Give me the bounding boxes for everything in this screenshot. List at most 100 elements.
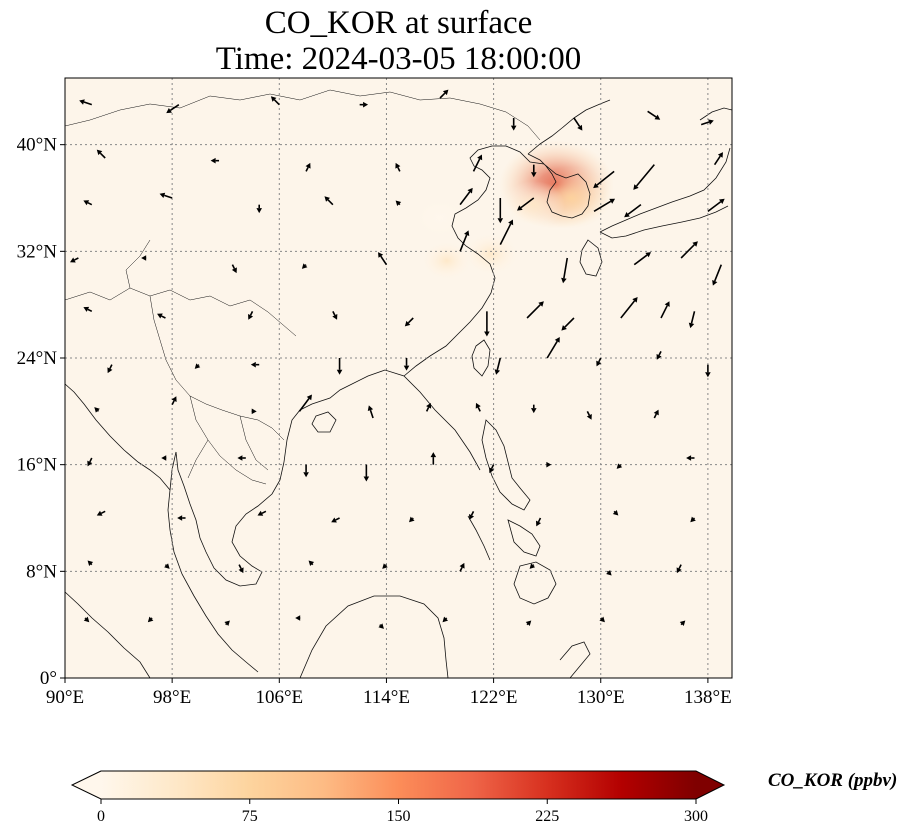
wind-arrow (616, 463, 623, 469)
wind-arrow (96, 510, 106, 516)
wind-arrow (656, 350, 662, 360)
wind-arrow (237, 455, 246, 461)
luzon-outline (481, 419, 531, 511)
wind-arrow (94, 407, 100, 413)
map-time-subtitle: Time: 2024-03-05 18:00:00 (215, 41, 582, 77)
taiwan-outline (471, 339, 491, 377)
wind-arrow (472, 154, 483, 172)
mindanao-outline (513, 561, 557, 605)
colorbar: 0 75 150 225 300 (70, 770, 726, 825)
korea-north-border (527, 99, 611, 155)
wind-arrow (224, 620, 230, 626)
wind-arrow (270, 96, 280, 106)
japan-hokkaido-outline (699, 107, 732, 121)
latitude-tick-label: 0° (40, 668, 57, 689)
wind-arrow (382, 563, 388, 569)
wind-vectors (69, 89, 725, 629)
wind-arrow (593, 198, 616, 213)
wind-arrow (301, 263, 308, 269)
colorbar-tick-label: 150 (387, 808, 411, 825)
wind-arrow (157, 313, 166, 319)
wind-arrow (633, 164, 655, 190)
wind-arrow (624, 204, 642, 218)
myanmar-coastline (65, 383, 171, 491)
wind-arrow (83, 200, 93, 206)
wind-arrow (79, 99, 93, 106)
sumatra-outline (65, 591, 151, 678)
longitude-tick-label: 138°E (684, 687, 732, 708)
wind-arrow (141, 255, 147, 261)
sulawesi-outline (559, 641, 591, 678)
latitude-tick-label: 40°N (17, 135, 58, 156)
wind-arrow (530, 164, 537, 178)
latitude-tick-label: 32°N (17, 241, 58, 262)
inland-borders (65, 89, 541, 485)
wind-arrow (712, 264, 723, 286)
wind-arrow (331, 517, 340, 523)
longitude-tick-label: 98°E (153, 687, 191, 708)
wind-arrow (257, 510, 267, 516)
wind-arrow (676, 564, 682, 574)
wind-arrow (336, 358, 343, 375)
wind-arrow (378, 623, 384, 629)
wind-arrow (499, 219, 514, 246)
wind-arrow (403, 358, 410, 371)
coastlines (65, 89, 732, 678)
map-title: CO_KOR at surface (264, 5, 533, 41)
wind-arrow (707, 198, 725, 212)
wind-arrow (459, 230, 470, 252)
wind-arrow (593, 170, 615, 189)
hainan-outline (311, 411, 337, 433)
wind-arrow (359, 101, 369, 108)
wind-arrow (69, 257, 79, 263)
korea-peninsula-outline (527, 153, 591, 219)
wind-arrow (700, 119, 714, 126)
wind-arrow (404, 317, 414, 327)
latitude-tick-label: 24°N (17, 348, 58, 369)
colorbar-tick-label: 0 (97, 808, 105, 825)
wind-arrow (305, 162, 311, 172)
wind-arrow (525, 620, 532, 626)
wind-arrow (526, 301, 544, 319)
wind-arrow (171, 396, 177, 406)
wind-arrow (303, 464, 309, 478)
co-plume (415, 199, 465, 237)
colorbar-max-extension (696, 771, 724, 799)
wind-arrow (409, 516, 415, 523)
wind-arrow (395, 200, 402, 206)
wind-arrow (620, 297, 638, 319)
wind-arrow (439, 89, 449, 99)
wind-arrow (83, 616, 90, 623)
colorbar-bar (101, 771, 696, 799)
wind-arrow (425, 402, 432, 412)
wind-arrow (599, 616, 605, 623)
latitude-tick-label: 16°N (17, 455, 58, 476)
wind-arrow (295, 615, 301, 621)
wind-arrow (647, 110, 661, 120)
indochina-outline (175, 451, 285, 587)
wind-arrow (680, 241, 698, 259)
wind-arrow (688, 311, 696, 329)
japan-honshu-outline (599, 147, 731, 239)
map-frame (64, 77, 733, 679)
wind-arrow (686, 455, 695, 461)
wind-arrow (256, 204, 263, 214)
map-axis-ticks: 90°E 98°E 106°E 114°E 122°E 130°E 138°E 0° 8°N 16… (17, 135, 732, 708)
wind-arrow (606, 570, 612, 576)
longitude-tick-label: 122°E (470, 687, 518, 708)
wind-arrow (536, 517, 542, 527)
map-gridlines (65, 78, 732, 678)
wind-arrow (308, 560, 315, 566)
wind-arrow (332, 310, 338, 320)
china-east-coastline (403, 145, 545, 377)
wind-arrow (161, 455, 167, 461)
wind-arrow (573, 117, 583, 131)
wind-arrow (561, 317, 575, 331)
wind-arrow (459, 187, 473, 206)
wind-arrow (378, 252, 388, 266)
wind-arrow (484, 311, 490, 337)
map-plot-area (64, 77, 733, 679)
colorbar-ticks: 0 75 150 225 300 (97, 799, 708, 825)
wind-arrow (107, 364, 113, 374)
